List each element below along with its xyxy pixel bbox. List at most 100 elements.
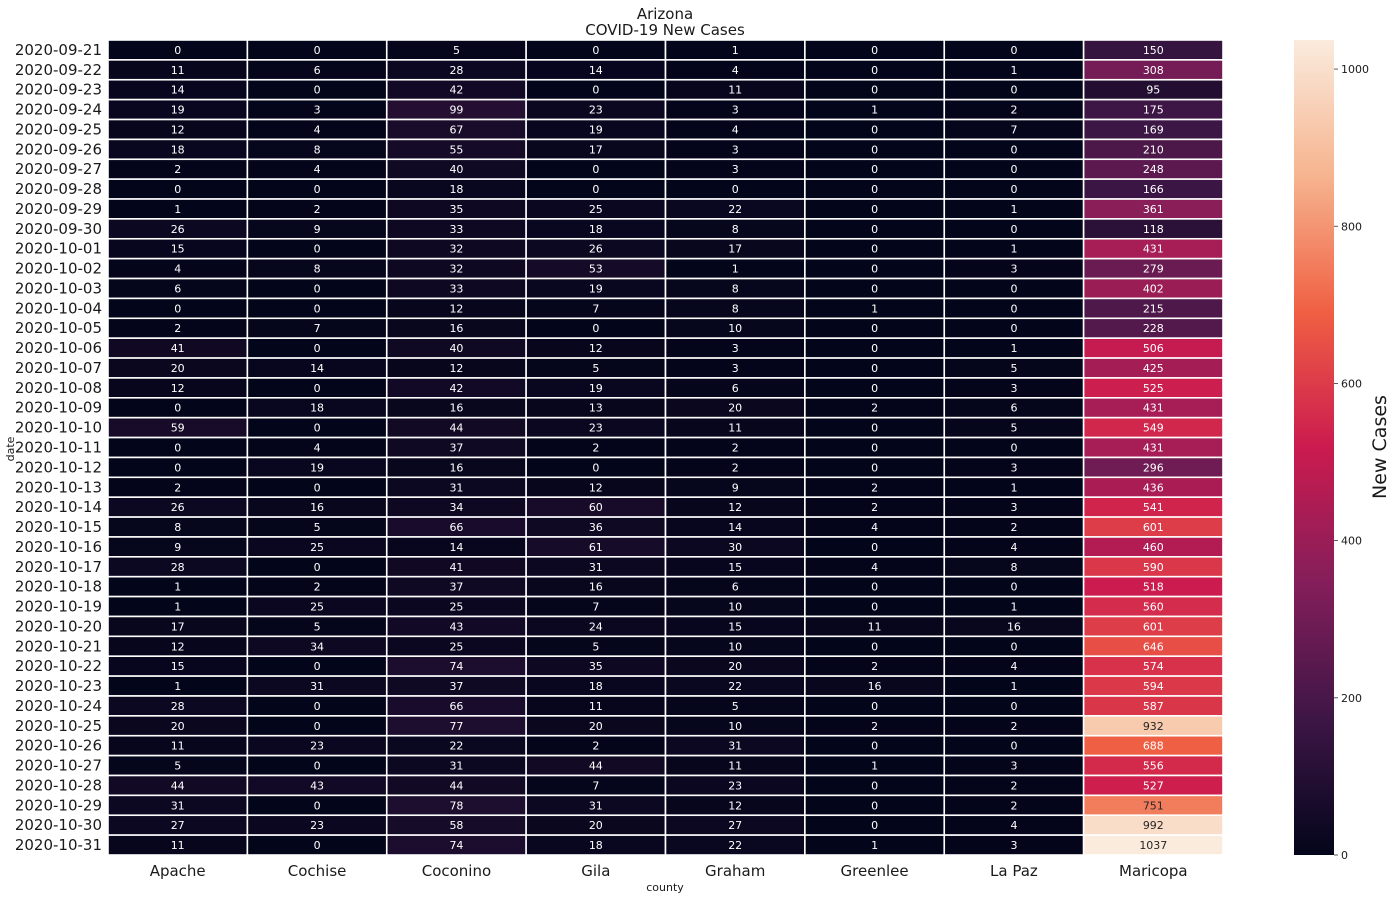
cell-value-label: 16 (1007, 620, 1021, 633)
cell-value-label: 0 (871, 422, 878, 435)
cell-value-label: 15 (728, 620, 742, 633)
x-tick-label: Maricopa (1119, 862, 1188, 880)
cell-value-label: 0 (732, 183, 739, 196)
colorbar-label: New Cases (1369, 395, 1391, 499)
cell-value-label: 11 (171, 64, 185, 77)
y-tick-label: 2020-10-23 (15, 677, 102, 695)
cell-value-label: 0 (1010, 223, 1017, 236)
cell-value-label: 27 (728, 819, 742, 832)
cell-value-label: 0 (592, 461, 599, 474)
cell-value-label: 0 (871, 263, 878, 276)
cell-value-label: 32 (449, 243, 463, 256)
cell-value-label: 0 (871, 382, 878, 395)
cell-value-label: 11 (728, 84, 742, 97)
cell-value-label: 60 (589, 501, 603, 514)
cell-value-label: 18 (171, 143, 185, 156)
cell-value-label: 4 (174, 263, 181, 276)
cell-value-label: 28 (449, 64, 463, 77)
cell-value-label: 15 (728, 561, 742, 574)
cell-value-label: 31 (589, 799, 603, 812)
cell-value-label: 40 (449, 163, 463, 176)
cell-value-label: 6 (1010, 402, 1017, 415)
cell-value-label: 431 (1143, 442, 1164, 455)
cell-value-label: 0 (871, 223, 878, 236)
y-tick-label: 2020-09-26 (15, 140, 102, 158)
cell-value-label: 23 (310, 740, 324, 753)
x-axis-label: county (646, 881, 684, 894)
cell-value-label: 2 (314, 203, 321, 216)
cell-value-label: 34 (310, 640, 324, 653)
cell-value-label: 0 (1010, 700, 1017, 713)
cell-value-label: 37 (449, 581, 463, 594)
cell-value-label: 23 (589, 422, 603, 435)
cell-value-label: 11 (171, 740, 185, 753)
cell-value-label: 11 (868, 620, 882, 633)
cell-value-label: 9 (174, 541, 181, 554)
cell-value-label: 5 (314, 521, 321, 534)
y-tick-label: 2020-09-28 (15, 180, 102, 198)
cell-value-label: 3 (1010, 839, 1017, 852)
cell-value-label: 20 (728, 402, 742, 415)
y-axis-label: date (4, 436, 17, 461)
cell-value-label: 20 (589, 819, 603, 832)
x-tick-label: Greenlee (841, 862, 909, 880)
cell-value-label: 0 (314, 342, 321, 355)
cell-value-label: 11 (589, 700, 603, 713)
cell-value-label: 0 (314, 561, 321, 574)
cell-value-label: 460 (1143, 541, 1164, 554)
cell-value-label: 2 (1010, 521, 1017, 534)
cell-value-label: 0 (314, 720, 321, 733)
cell-value-label: 36 (589, 521, 603, 534)
cell-value-label: 10 (728, 601, 742, 614)
cell-value-label: 10 (728, 640, 742, 653)
cell-value-label: 0 (871, 123, 878, 136)
cell-value-label: 175 (1143, 104, 1164, 117)
cell-value-label: 20 (171, 720, 185, 733)
x-tick-label: Gila (581, 862, 610, 880)
cell-value-label: 74 (449, 660, 463, 673)
cell-value-label: 0 (871, 541, 878, 554)
cell-value-label: 4 (314, 163, 321, 176)
cell-value-label: 1 (1010, 680, 1017, 693)
cell-value-label: 14 (449, 541, 463, 554)
cell-value-label: 3 (732, 143, 739, 156)
cell-value-label: 18 (589, 680, 603, 693)
cell-value-label: 525 (1143, 382, 1164, 395)
cell-value-label: 0 (871, 183, 878, 196)
cell-value-label: 279 (1143, 263, 1164, 276)
cell-value-label: 5 (592, 362, 599, 375)
cell-value-label: 19 (589, 282, 603, 295)
cell-value-label: 5 (453, 44, 460, 57)
cell-value-label: 0 (871, 44, 878, 57)
cell-value-label: 0 (592, 183, 599, 196)
cell-value-label: 0 (871, 342, 878, 355)
cell-value-label: 0 (314, 302, 321, 315)
colorbar-tick-label: 800 (1341, 220, 1362, 233)
cell-value-label: 0 (174, 44, 181, 57)
cell-value-label: 26 (589, 243, 603, 256)
y-tick-label: 2020-10-11 (15, 439, 102, 457)
y-tick-label: 2020-10-28 (15, 776, 102, 794)
y-tick-label: 2020-10-06 (15, 339, 102, 357)
cell-value-label: 0 (314, 660, 321, 673)
cell-value-label: 0 (174, 402, 181, 415)
cell-value-label: 169 (1143, 123, 1164, 136)
cell-value-label: 12 (449, 302, 463, 315)
cell-value-label: 26 (171, 223, 185, 236)
cell-value-label: 14 (171, 84, 185, 97)
y-tick-label: 2020-10-27 (15, 757, 102, 775)
cell-value-label: 308 (1143, 64, 1164, 77)
cell-value-label: 0 (592, 163, 599, 176)
cell-value-label: 37 (449, 442, 463, 455)
cell-value-label: 2 (871, 481, 878, 494)
cell-value-label: 0 (871, 461, 878, 474)
cell-value-label: 3 (1010, 760, 1017, 773)
cell-value-label: 4 (871, 521, 878, 534)
cell-value-label: 3 (732, 342, 739, 355)
cell-value-label: 3 (314, 104, 321, 117)
cell-value-label: 25 (589, 203, 603, 216)
cell-value-label: 0 (871, 322, 878, 335)
cell-value-label: 594 (1143, 680, 1164, 693)
cell-value-label: 9 (314, 223, 321, 236)
cell-value-label: 0 (871, 243, 878, 256)
